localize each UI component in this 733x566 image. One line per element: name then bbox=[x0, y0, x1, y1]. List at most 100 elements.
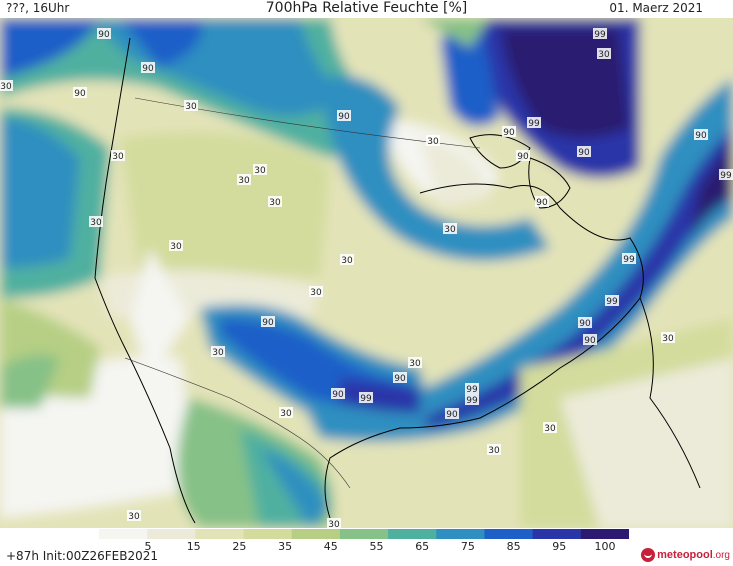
contour-label: 90 bbox=[394, 374, 406, 384]
color-scale-segment bbox=[195, 529, 245, 539]
contour-label-bg bbox=[443, 223, 457, 234]
color-scale-tick-label: 100 bbox=[594, 540, 616, 553]
contour-label-bg bbox=[331, 388, 345, 399]
contour-label: 30 bbox=[488, 446, 500, 456]
contour-label-bg bbox=[719, 169, 733, 180]
contour-label: 90 bbox=[446, 410, 458, 420]
contour-label-bg bbox=[141, 62, 155, 73]
contour-label-bg bbox=[169, 240, 183, 251]
color-scale-tick-label: 95 bbox=[552, 540, 567, 553]
model-run-info: +87h Init:00Z26FEB2021 bbox=[6, 549, 158, 563]
meteopool-logo[interactable]: meteopool .org bbox=[641, 547, 730, 563]
contour-label: 99 bbox=[466, 396, 478, 406]
contour-label: 90 bbox=[695, 131, 707, 141]
contour-label: 30 bbox=[341, 256, 353, 266]
contour-label-bg bbox=[535, 196, 549, 207]
color-scale-tick-label: 45 bbox=[323, 540, 338, 553]
humidity-map: 90 90 90 30 30 90 30 30 30 30 30 30 30 30 90 30 30 90 99 90… bbox=[0, 18, 733, 528]
contour-label: 99 bbox=[594, 30, 606, 40]
contour-label-bg bbox=[340, 254, 354, 265]
contour-label-bg bbox=[465, 383, 479, 394]
contour-label: 90 bbox=[584, 336, 596, 346]
contour-label: 99 bbox=[720, 171, 732, 181]
contour-label-bg bbox=[577, 146, 591, 157]
contour-label: 30 bbox=[328, 520, 340, 528]
contour-label-bg bbox=[73, 87, 87, 98]
contour-label-bg bbox=[279, 407, 293, 418]
contour-label: 90 bbox=[332, 390, 344, 400]
contour-label-bg bbox=[605, 295, 619, 306]
contour-label-bg bbox=[89, 216, 103, 227]
contour-label: 90 bbox=[338, 112, 350, 122]
contour-label-bg bbox=[527, 117, 541, 128]
color-scale-segment bbox=[339, 529, 389, 539]
contour-label: 30 bbox=[254, 166, 266, 176]
color-scale-tick-label: 55 bbox=[369, 540, 384, 553]
contour-label-bg bbox=[543, 422, 557, 433]
humidity-field bbox=[0, 18, 733, 528]
contour-label-bg bbox=[327, 518, 341, 528]
contour-label: 30 bbox=[269, 198, 281, 208]
contour-label: 90 bbox=[74, 89, 86, 99]
color-scale-segment bbox=[484, 529, 534, 539]
contour-label: 90 bbox=[578, 148, 590, 158]
contour-label-bg bbox=[661, 332, 675, 343]
color-scale-segment bbox=[243, 529, 293, 539]
contour-label-bg bbox=[583, 334, 597, 345]
contour-label-bg bbox=[426, 135, 440, 146]
color-scale-segment bbox=[291, 529, 341, 539]
logo-text: meteopool bbox=[657, 549, 713, 561]
contour-label-bg bbox=[184, 100, 198, 111]
contour-label-bg bbox=[516, 150, 530, 161]
contour-label: 99 bbox=[360, 394, 372, 404]
color-scale-tick-label: 65 bbox=[415, 540, 430, 553]
contour-label: 30 bbox=[212, 348, 224, 358]
color-scale-bar bbox=[99, 529, 629, 539]
contour-label: 30 bbox=[280, 409, 292, 419]
contour-label-bg bbox=[393, 372, 407, 383]
contour-label: 30 bbox=[427, 137, 439, 147]
color-scale-segment bbox=[580, 529, 629, 539]
color-scale-tick-label: 35 bbox=[278, 540, 293, 553]
contour-label-bg bbox=[211, 346, 225, 357]
contour-label-bg bbox=[465, 394, 479, 405]
contour-label: 90 bbox=[517, 152, 529, 162]
contour-label-bg bbox=[445, 408, 459, 419]
contour-label-bg bbox=[97, 28, 111, 39]
contour-label-bg bbox=[253, 164, 267, 175]
contour-label: 90 bbox=[503, 128, 515, 138]
contour-label: 99 bbox=[528, 119, 540, 129]
contour-label: 99 bbox=[606, 297, 618, 307]
contour-label: 90 bbox=[536, 198, 548, 208]
contour-label-bg bbox=[408, 357, 422, 368]
contour-label-bg bbox=[359, 392, 373, 403]
contour-label-bg bbox=[578, 317, 592, 328]
contour-label: 30 bbox=[128, 512, 140, 522]
contour-label-bg bbox=[127, 510, 141, 521]
contour-label: 30 bbox=[0, 82, 12, 92]
logo-icon bbox=[641, 548, 656, 562]
color-scale-segment bbox=[532, 529, 582, 539]
contour-label: 30 bbox=[170, 242, 182, 252]
color-scale-tick-label: 5 bbox=[144, 540, 152, 553]
header-bar: ???, 16Uhr 700hPa Relative Feuchte [%] 0… bbox=[0, 0, 733, 18]
color-scale-tick-label: 75 bbox=[460, 540, 475, 553]
contour-label-bg bbox=[593, 28, 607, 39]
contour-label: 99 bbox=[623, 255, 635, 265]
coastlines bbox=[94, 37, 701, 524]
contour-label-bg bbox=[502, 126, 516, 137]
contour-label: 99 bbox=[466, 385, 478, 395]
color-scale-segment bbox=[436, 529, 485, 539]
contour-label: 90 bbox=[98, 30, 110, 40]
contour-label: 30 bbox=[662, 334, 674, 344]
color-scale-tick-label: 25 bbox=[232, 540, 247, 553]
contour-label-bg bbox=[237, 174, 251, 185]
contour-label-bg bbox=[261, 316, 275, 327]
map-title: 700hPa Relative Feuchte [%] bbox=[265, 0, 468, 16]
contour-label-bg bbox=[597, 48, 611, 59]
contour-label: 30 bbox=[544, 424, 556, 434]
contour-label: 90 bbox=[142, 64, 154, 74]
contour-label-bg bbox=[268, 196, 282, 207]
contour-label-bg bbox=[487, 444, 501, 455]
contour-label: 30 bbox=[598, 50, 610, 60]
